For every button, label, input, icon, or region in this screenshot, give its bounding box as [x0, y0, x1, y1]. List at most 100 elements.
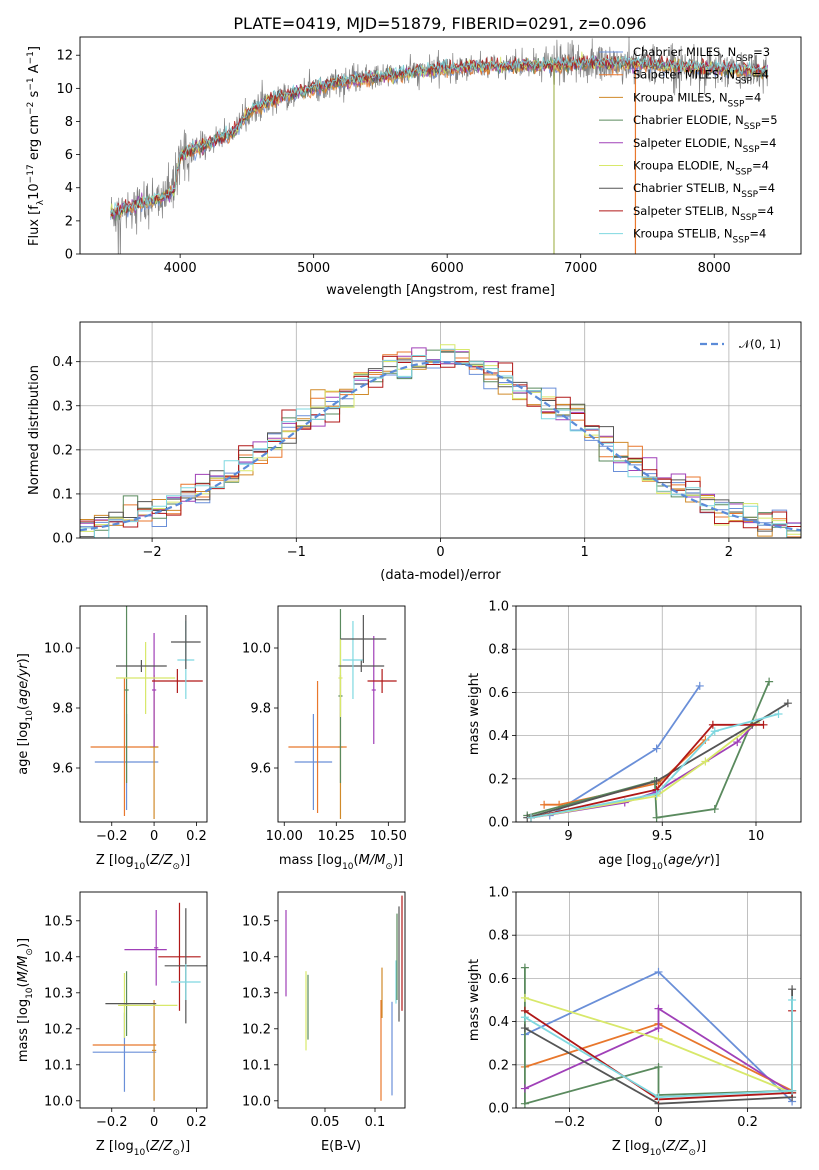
weight-series-line	[530, 721, 757, 819]
x-axis-label: age [log10(age/yr)]	[598, 853, 720, 872]
y-tick-label: 9.8	[52, 702, 73, 717]
histogram-step	[80, 348, 801, 538]
label-part: Salpeter STELIB, N	[633, 204, 740, 218]
label-part: −1	[26, 51, 36, 64]
x-axis-label: mass [log10(M/M⊙)]	[279, 853, 403, 872]
plot-area-age_vs_mass	[288, 609, 397, 819]
plot-area-residuals	[80, 344, 801, 538]
axes-frame	[79, 891, 208, 1109]
label-part: SSP	[741, 190, 758, 200]
y-tick-label: 0	[65, 248, 73, 263]
y-tick-label: 0.0	[52, 532, 73, 547]
x-tick-label: 10	[748, 829, 765, 844]
label-part: (0, 1)	[750, 337, 781, 351]
x-tick-label: 10.00	[266, 829, 303, 844]
label-part: age/yr	[16, 662, 31, 705]
panel-mass_vs_Z: −0.2 0 0.210.010.110.210.310.410.5Z [log10…	[16, 891, 208, 1158]
label-part: Kroupa MILES, N	[633, 90, 728, 104]
label-part: (	[16, 705, 31, 710]
gaussian-curve	[80, 360, 801, 532]
label-part: =4	[760, 136, 777, 150]
panel-age_vs_mass: 10.00 10.25 10.50 9.6 9.8 10.0 mass [log10(M/M…	[242, 605, 407, 872]
label-part: Z [log	[96, 1139, 134, 1154]
weight-series-line	[530, 713, 779, 819]
weight-marker	[788, 996, 797, 1004]
axes-frame	[277, 891, 406, 1109]
label-part: ⊙	[172, 862, 180, 872]
legend-entry: Chabrier MILES, NSSP=3	[633, 45, 770, 64]
weight-series-line	[526, 702, 789, 819]
label-part: =4	[757, 204, 774, 218]
label-part: age/yr	[668, 853, 711, 868]
weight-marker	[520, 1024, 529, 1033]
label-part: SSP	[744, 122, 761, 132]
y-tick-label: 0.4	[488, 729, 509, 744]
label-part: (	[663, 853, 668, 868]
legend-entry: Kroupa STELIB, NSSP=4	[633, 227, 766, 246]
label-part: =4	[749, 227, 766, 241]
label-part: 10	[134, 862, 146, 872]
label-part: Flux [f	[27, 205, 42, 246]
label-part: )]	[710, 853, 720, 868]
label-part: SSP	[735, 168, 752, 178]
y-tick-label: 10.4	[44, 950, 73, 965]
histogram-step	[80, 355, 801, 529]
spectrum-model-line	[110, 54, 769, 216]
label-part: ]	[27, 46, 42, 51]
weight-marker	[527, 813, 535, 822]
y-tick-label: 10	[56, 82, 73, 97]
label-part: s	[27, 90, 42, 101]
y-tick-label: 0.0	[488, 816, 509, 831]
x-tick-label: 10.25	[318, 829, 355, 844]
weight-marker	[788, 1086, 797, 1095]
x-tick-label: 4000	[164, 261, 197, 276]
y-tick-label: 0.1	[52, 487, 73, 502]
label-part: (	[661, 1139, 666, 1154]
legend-entry: Salpeter ELODIE, NSSP=4	[633, 136, 776, 155]
histogram-step	[80, 347, 801, 526]
label-part: )]	[696, 1139, 706, 1154]
x-axis-label: Z [log10(Z/Z⊙)]	[96, 853, 190, 872]
label-part: Salpeter MILES, N	[633, 68, 735, 82]
label-part: (	[16, 982, 31, 987]
label-part: )]	[180, 1139, 190, 1154]
y-tick-label: 10.1	[242, 1058, 271, 1073]
label-part: Z [log	[96, 853, 134, 868]
x-axis-label: (data-model)/error	[380, 568, 501, 583]
label-part: )]	[393, 853, 403, 868]
label-part: SSP	[743, 145, 760, 155]
axes-frame	[277, 605, 406, 823]
label-part: Z/Z	[149, 1139, 173, 1154]
weight-marker	[733, 738, 742, 747]
weight-marker	[520, 1013, 529, 1022]
y-axis-label: mass weight	[467, 959, 482, 1041]
axes-frame	[515, 605, 802, 823]
weight-marker	[652, 776, 661, 785]
y-tick-label: 10.1	[44, 1058, 73, 1073]
label-part: =4	[758, 181, 775, 195]
label-part: −2	[26, 102, 36, 115]
x-tick-label: 0.2	[737, 1115, 758, 1130]
y-tick-label: 10.5	[44, 914, 73, 929]
label-part: )]	[16, 938, 31, 948]
legend-entry: Chabrier ELODIE, NSSP=5	[633, 113, 778, 132]
y-tick-label: 1.0	[488, 886, 509, 901]
label-part: SSP	[740, 213, 757, 223]
weight-marker	[708, 720, 717, 729]
y-tick-label: 6	[65, 148, 73, 163]
label-part: =4	[752, 159, 769, 173]
x-axis-label: Z [log10(Z/Z⊙)]	[96, 1139, 190, 1158]
label-part: =5	[761, 113, 778, 127]
x-tick-label: −1	[287, 545, 306, 560]
weight-marker	[520, 1084, 529, 1093]
label-part: 10	[134, 1148, 146, 1158]
weight-marker	[654, 967, 663, 976]
legend-entry: Kroupa MILES, NSSP=4	[633, 90, 761, 109]
legend-entry: Chabrier STELIB, NSSP=4	[633, 181, 775, 200]
label-part: mass [log	[279, 853, 342, 868]
x-tick-label: 9	[564, 829, 572, 844]
x-tick-label: 0.05	[311, 1115, 340, 1130]
y-axis-label: mass weight	[467, 673, 482, 755]
label-part: =4	[744, 90, 761, 104]
axes-frame	[79, 605, 208, 823]
